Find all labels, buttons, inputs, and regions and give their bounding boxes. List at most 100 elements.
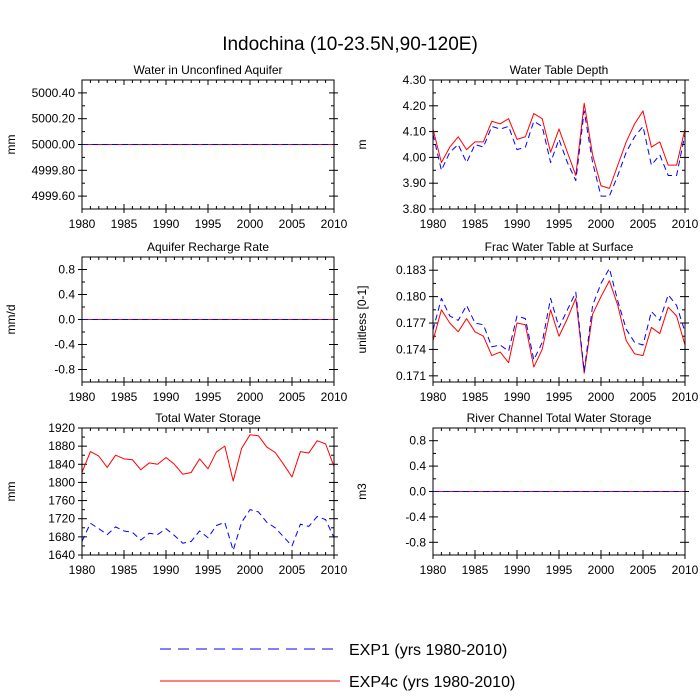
plot-frame xyxy=(432,256,686,383)
plot-frame xyxy=(81,79,335,210)
y-axis-label: m3 xyxy=(355,483,369,500)
series-line-exp1 xyxy=(432,110,686,197)
y-axis-label: mm xyxy=(4,482,18,502)
panel-title: Frac Water Table at Surface xyxy=(485,240,634,254)
panel-2: Water Table Depth m 1980 1985 1990 1995 2000 20… xyxy=(355,63,699,231)
x-tick-label: 2010 xyxy=(672,390,699,404)
y-tick-label: 1920 xyxy=(48,421,75,435)
x-tick-label: 2010 xyxy=(321,217,348,231)
x-tick-label: 2000 xyxy=(237,390,264,404)
x-tick-label: 2010 xyxy=(321,390,348,404)
x-tick-label: 1985 xyxy=(111,217,138,231)
x-tick-label: 1980 xyxy=(69,217,96,231)
plot-frame xyxy=(81,256,335,383)
x-tick-label: 2005 xyxy=(279,390,306,404)
panel-4: Frac Water Table at Surface unitless [0-1… xyxy=(355,240,699,404)
panel-title: Water in Unconfined Aquifer xyxy=(134,63,283,77)
y-tick-label: 0.174 xyxy=(396,342,426,356)
series-line-exp1 xyxy=(432,267,686,372)
y-tick-label: 1800 xyxy=(48,475,75,489)
panel-title: Aquifer Recharge Rate xyxy=(147,240,269,254)
y-tick-label: 0.8 xyxy=(409,434,426,448)
y-tick-label: 5000.00 xyxy=(32,138,76,152)
panel-5: Total Water Storage mm 1980 1985 1990 1995 200… xyxy=(4,411,348,577)
y-tick-label: 0.0 xyxy=(409,485,426,499)
figure-title: Indochina (10-23.5N,90-120E) xyxy=(222,34,478,55)
x-tick-label: 1980 xyxy=(420,563,447,577)
y-axis-label: mm xyxy=(4,135,18,155)
x-tick-label: 2000 xyxy=(588,563,615,577)
x-tick-label: 2010 xyxy=(321,563,348,577)
y-tick-label: 1640 xyxy=(48,548,75,562)
y-tick-label: 0.180 xyxy=(396,290,426,304)
panel-title: Water Table Depth xyxy=(510,63,609,77)
plot-frame xyxy=(81,427,335,556)
x-tick-label: 1985 xyxy=(462,390,489,404)
y-tick-label: 4.00 xyxy=(403,150,427,164)
y-tick-label: 0.171 xyxy=(396,369,426,383)
x-tick-label: 1980 xyxy=(69,563,96,577)
x-tick-label: 2010 xyxy=(672,563,699,577)
panel-1: Water in Unconfined Aquifer mm 1980 1985 199… xyxy=(4,63,348,231)
y-tick-label: 1760 xyxy=(48,494,75,508)
x-tick-label: 2000 xyxy=(237,563,264,577)
x-tick-label: 1995 xyxy=(546,390,573,404)
y-tick-label: 5000.40 xyxy=(32,86,76,100)
x-tick-label: 2000 xyxy=(237,217,264,231)
x-tick-label: 1985 xyxy=(462,563,489,577)
y-axis-label: m xyxy=(355,140,369,150)
series-line-exp4c xyxy=(81,434,335,482)
x-tick-label: 1985 xyxy=(111,390,138,404)
y-tick-label: -0.4 xyxy=(405,510,426,524)
legend: EXP1 (yrs 1980-2010) EXP4c (yrs 1980-201… xyxy=(160,642,515,691)
x-tick-label: 1995 xyxy=(546,217,573,231)
series-line-exp4c xyxy=(432,280,686,374)
x-tick-label: 1995 xyxy=(195,390,222,404)
y-tick-label: 4.10 xyxy=(403,125,427,139)
x-tick-label: 2005 xyxy=(630,217,657,231)
y-tick-label: 0.177 xyxy=(396,316,426,330)
x-tick-label: 1980 xyxy=(69,390,96,404)
x-tick-label: 1990 xyxy=(504,563,531,577)
x-tick-label: 2000 xyxy=(588,217,615,231)
y-tick-label: 0.4 xyxy=(58,288,75,302)
x-tick-label: 1995 xyxy=(546,563,573,577)
y-axis-label: mm/d xyxy=(4,305,18,335)
panel-title: River Channel Total Water Storage xyxy=(467,411,652,425)
x-tick-label: 2005 xyxy=(630,390,657,404)
x-tick-label: 2005 xyxy=(279,563,306,577)
y-tick-label: 4999.80 xyxy=(32,163,76,177)
x-tick-label: 1980 xyxy=(420,217,447,231)
x-tick-label: 1985 xyxy=(462,217,489,231)
x-tick-label: 2010 xyxy=(672,217,699,231)
x-tick-label: 2000 xyxy=(588,390,615,404)
y-tick-label: 4.20 xyxy=(403,99,427,113)
y-tick-label: 0.183 xyxy=(396,263,426,277)
x-tick-label: 1990 xyxy=(153,390,180,404)
plot-frame xyxy=(432,79,686,210)
y-tick-label: 0.0 xyxy=(58,313,75,327)
x-tick-label: 1985 xyxy=(111,563,138,577)
panel-3: Aquifer Recharge Rate mm/d 1980 1985 1990 199… xyxy=(4,240,348,404)
x-tick-label: 1990 xyxy=(504,217,531,231)
y-tick-label: 3.90 xyxy=(403,176,427,190)
panel-6: River Channel Total Water Storage m3 1980 1… xyxy=(355,411,699,577)
y-tick-label: 5000.20 xyxy=(32,112,76,126)
x-tick-label: 1995 xyxy=(195,563,222,577)
x-tick-label: 1995 xyxy=(195,217,222,231)
x-tick-label: 1980 xyxy=(420,390,447,404)
x-tick-label: 1990 xyxy=(153,217,180,231)
y-tick-label: 0.4 xyxy=(409,459,426,473)
y-axis-label: unitless [0-1] xyxy=(355,285,369,353)
panel-title: Total Water Storage xyxy=(155,411,261,425)
legend-label-exp1: EXP1 (yrs 1980-2010) xyxy=(349,642,507,659)
panels: Water in Unconfined Aquifer mm 1980 1985 199… xyxy=(4,63,699,577)
y-tick-label: 3.80 xyxy=(403,202,427,216)
y-tick-label: 1720 xyxy=(48,512,75,526)
y-tick-label: 1880 xyxy=(48,439,75,453)
series-line-exp4c xyxy=(432,102,686,189)
legend-label-exp4c: EXP4c (yrs 1980-2010) xyxy=(349,674,515,691)
y-tick-label: 1680 xyxy=(48,530,75,544)
